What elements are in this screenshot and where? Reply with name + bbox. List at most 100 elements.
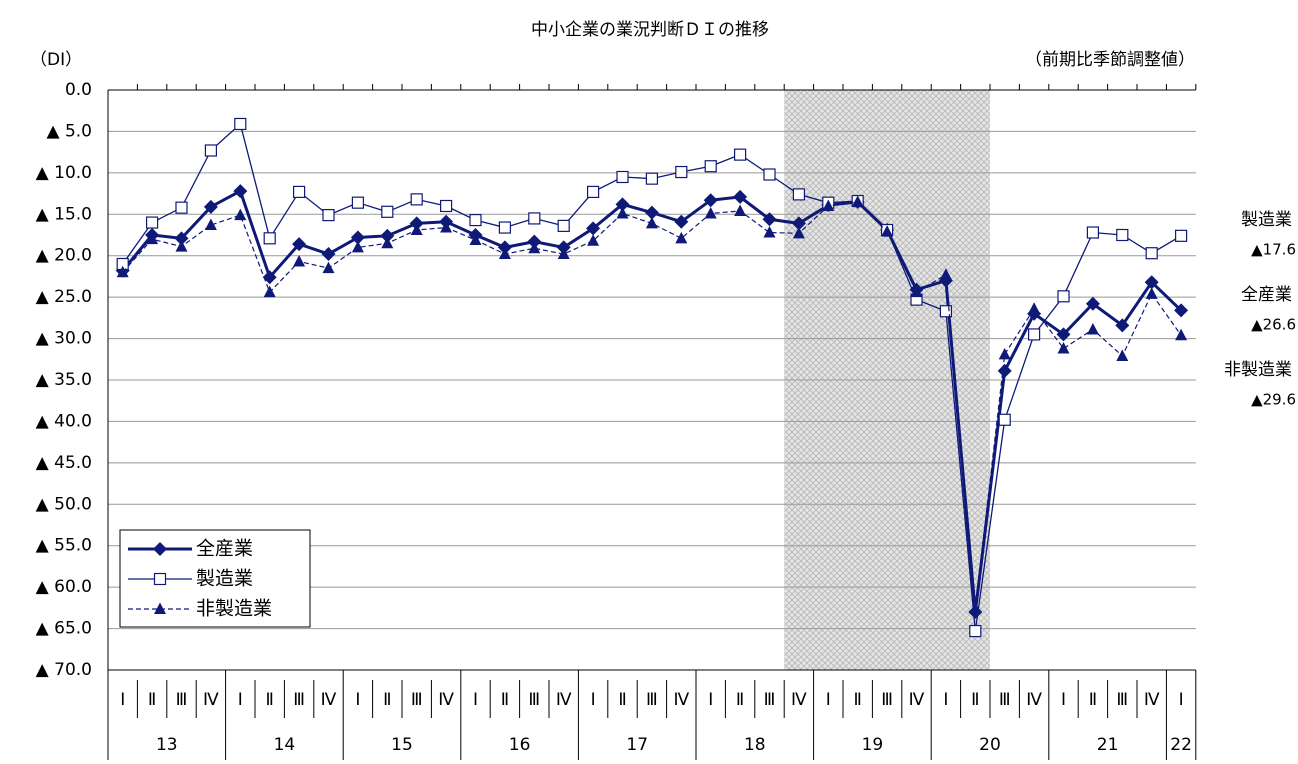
x-tick-label: Ⅳ [1144, 690, 1160, 710]
x-tick-label: Ⅳ [1026, 690, 1042, 710]
data-point [704, 160, 717, 173]
data-point [350, 230, 365, 245]
x-tick-label: Ⅱ [618, 690, 626, 710]
data-point [381, 236, 394, 249]
x-tick-label: Ⅰ [708, 690, 713, 710]
x-tick-label: Ⅱ [854, 690, 862, 710]
data-point [146, 216, 159, 229]
year-label: 21 [1097, 735, 1119, 755]
data-point [116, 265, 129, 278]
data-point [1056, 327, 1071, 342]
year-label: 20 [979, 735, 1001, 755]
end-label-name: 全産業 [1241, 285, 1292, 305]
data-point [1057, 290, 1070, 303]
y-tick-label: ▲ 40.0 [36, 411, 92, 431]
x-tick-label: Ⅰ [826, 690, 831, 710]
x-tick-label: Ⅲ [528, 690, 540, 710]
data-point [497, 240, 512, 255]
data-point [528, 241, 541, 254]
legend-marker [153, 542, 167, 556]
x-tick-label: Ⅲ [176, 690, 188, 710]
y-tick-label: ▲ 70.0 [36, 660, 92, 680]
data-point [910, 285, 923, 298]
x-tick-label: Ⅲ [881, 690, 893, 710]
legend-label: 製造業 [196, 568, 253, 590]
data-point [616, 170, 629, 184]
legend-marker [154, 602, 166, 614]
note: （前期比季節調整値） [1025, 50, 1195, 70]
data-point [557, 247, 570, 260]
y-tick-label: ▲ 15.0 [36, 204, 92, 224]
data-point [409, 216, 424, 231]
data-point [1175, 328, 1188, 341]
data-point [203, 199, 218, 214]
data-point [440, 199, 453, 213]
legend-label: 全産業 [196, 538, 253, 560]
data-point [263, 285, 276, 298]
data-point [410, 223, 423, 236]
data-point [1116, 349, 1129, 361]
data-point [1086, 226, 1100, 239]
data-point [998, 413, 1011, 426]
data-point [822, 199, 835, 211]
data-point [175, 240, 188, 252]
data-point [527, 234, 542, 249]
data-point [381, 205, 394, 218]
y-tick-label: ▲ 35.0 [36, 370, 92, 390]
data-point [969, 602, 982, 614]
data-point [234, 117, 247, 131]
data-point [293, 185, 306, 199]
data-point [763, 168, 776, 181]
data-point [556, 240, 571, 255]
end-label-value: ▲29.6 [1251, 391, 1296, 409]
x-tick-label: Ⅰ [591, 690, 596, 710]
x-tick-label: Ⅱ [383, 690, 391, 710]
data-point [734, 204, 747, 216]
data-point [351, 196, 364, 209]
data-point [498, 221, 511, 234]
data-point [704, 206, 717, 219]
data-point [644, 205, 659, 220]
y-tick-label: ▲ 60.0 [36, 577, 92, 597]
data-point [469, 213, 482, 227]
data-point [791, 216, 806, 231]
y-axis-label: （DI） [30, 50, 82, 70]
y-tick-label: ▲ 10.0 [36, 163, 92, 183]
data-point [469, 233, 482, 245]
legend-marker [153, 572, 167, 586]
y-tick-label: ▲ 65.0 [36, 619, 92, 639]
data-point [733, 148, 747, 161]
data-point [586, 221, 601, 236]
x-tick-label: Ⅲ [764, 690, 776, 710]
year-label: 14 [274, 735, 296, 755]
data-point [322, 261, 335, 274]
x-tick-label: Ⅳ [791, 690, 807, 710]
x-tick-label: Ⅳ [673, 690, 689, 710]
data-point [674, 214, 689, 229]
end-label-value: ▲17.6 [1251, 241, 1296, 259]
data-point [234, 208, 247, 221]
data-point [939, 268, 952, 280]
x-tick-label: Ⅰ [943, 690, 948, 710]
data-point [204, 218, 217, 231]
data-point [763, 226, 776, 238]
data-point [380, 228, 395, 243]
data-point [1086, 322, 1099, 335]
x-tick-label: Ⅰ [238, 690, 243, 710]
x-tick-label: Ⅱ [501, 690, 509, 710]
x-tick-label: Ⅲ [1116, 690, 1128, 710]
data-point [1174, 303, 1189, 318]
x-tick-label: Ⅳ [321, 690, 337, 710]
x-tick-label: Ⅰ [473, 690, 478, 710]
data-point [675, 231, 688, 244]
y-tick-label: ▲ 5.0 [46, 121, 92, 141]
x-tick-label: Ⅰ [355, 690, 360, 710]
year-label: 13 [156, 735, 178, 755]
data-point [440, 221, 453, 233]
year-label: 15 [391, 735, 413, 755]
data-point [762, 212, 777, 227]
data-point [321, 247, 336, 262]
data-point [322, 209, 335, 222]
end-label-name: 製造業 [1241, 210, 1292, 230]
